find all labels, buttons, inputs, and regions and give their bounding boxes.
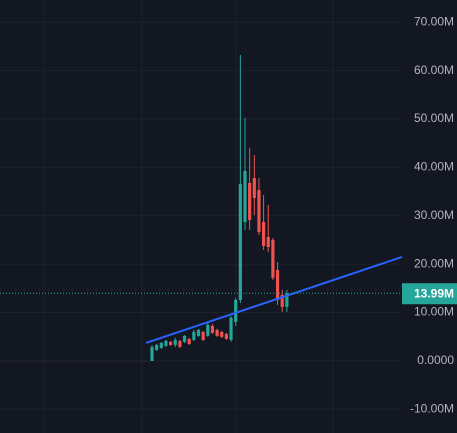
candle-body [178,340,182,347]
price-label-box [402,283,457,305]
candle-body [252,177,256,198]
candle-body [275,269,280,300]
candle-body [206,324,210,336]
y-tick-label: 70.00M [414,14,454,28]
candle-body [192,331,196,340]
candle-body [248,182,252,220]
y-tick-label: -10.00M [410,401,454,415]
y-tick-label: 50.00M [414,111,454,125]
candle-body [257,189,261,232]
candle-body [159,342,163,348]
candle-body [229,317,233,340]
y-tick-label: 20.00M [414,256,454,270]
trendline [145,255,403,344]
candle-body [271,239,275,278]
candle-body [210,325,215,333]
candle-body [196,329,201,336]
candle-body [169,341,173,345]
y-tick-label: 10.00M [414,305,454,319]
candle-body [224,333,228,339]
candle-body [243,170,247,222]
candle-body [234,299,238,322]
candle-body [220,331,224,337]
candle-body [173,339,177,345]
candle-body [262,221,266,246]
y-tick-label: 30.00M [414,208,454,222]
y-tick-label: 40.00M [414,160,454,174]
candle-body [238,183,242,300]
candle-body [155,344,159,350]
candle-body [285,293,289,307]
candle-body [280,294,284,307]
candle-body [201,331,205,340]
y-tick-label: 0.0000 [417,353,454,367]
candle-body [215,329,219,336]
candle-body [187,338,191,344]
candle-body [266,236,270,247]
y-tick-label: 60.00M [414,63,454,77]
candle-body [182,335,187,342]
candle-body [164,340,168,346]
candle-body [150,346,154,361]
price-label: 13.99M [414,286,454,300]
